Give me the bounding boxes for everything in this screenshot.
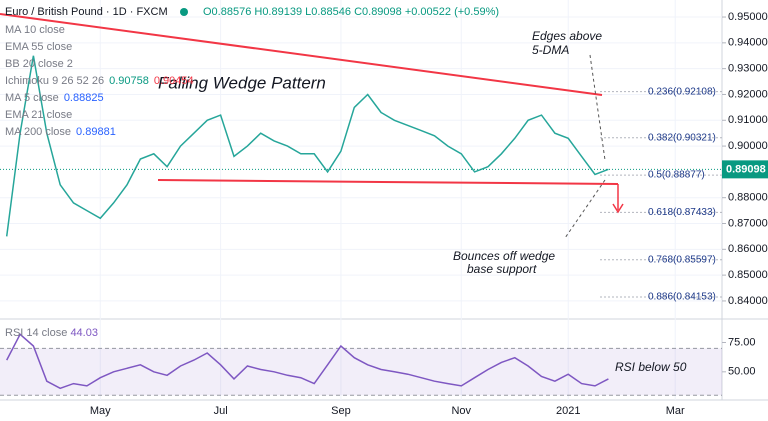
note-edges-1: Edges above [532, 29, 602, 43]
indicator-legend: BB 20 close 2 [5, 58, 73, 70]
note-edges-2: 5-DMA [532, 43, 569, 57]
indicator-name: MA 5 close [5, 92, 59, 104]
grid [0, 0, 722, 400]
indicator-name: MA 10 close [5, 24, 65, 36]
y-tick-label: 50.00 [728, 366, 756, 378]
rsi-legend: RSI 14 close 44.03 [5, 327, 98, 339]
fib-label: 0.236(0.92108) [648, 86, 716, 97]
x-tick-label: Sep [331, 405, 351, 417]
indicator-value: 0.88825 [64, 92, 104, 104]
x-tick-label: Nov [451, 405, 471, 417]
note-rsi: RSI below 50 [615, 360, 687, 374]
market-status [180, 8, 188, 16]
fib-label: 0.886(0.84153) [648, 292, 716, 303]
indicator-legend: EMA 21 close [5, 109, 72, 121]
x-tick-label: May [90, 405, 111, 417]
note-bounce-2: base support [467, 262, 537, 276]
marks [0, 55, 722, 390]
y-tick-label: 0.88000 [728, 192, 768, 204]
y-tick-label: 0.87000 [728, 217, 768, 229]
note-bounce-1: Bounces off wedge [453, 249, 555, 263]
indicator-value: 0.90758 [109, 75, 149, 87]
fib-label: 0.382(0.90321) [648, 132, 716, 143]
wedge-upper-line [0, 13, 603, 96]
rsi-name: RSI 14 close [5, 327, 67, 339]
x-tick-label: Mar [666, 405, 685, 417]
y-tick-label: 0.85000 [728, 269, 768, 281]
series-line [6, 333, 609, 390]
x-tick-label: 2021 [556, 405, 580, 417]
indicator-value: 0.90454 [154, 75, 194, 87]
indicator-legend: MA 5 close 0.88825 [5, 92, 104, 104]
y-tick-label: 0.94000 [728, 37, 768, 49]
indicator-name: EMA 55 close [5, 41, 72, 53]
y-tick-label: 0.95000 [728, 11, 768, 23]
symbol-title: Euro / British Pound · 1D · FXCM [5, 6, 168, 18]
pattern-title: Falling Wedge Pattern [158, 73, 326, 92]
ohlc: O0.88576 H0.89139 L0.88546 C0.89098 +0.0… [203, 6, 499, 18]
indicator-name: Ichimoku 9 26 52 26 [5, 75, 104, 87]
x-tick-label: Jul [214, 405, 228, 417]
y-tick-label: 0.90000 [728, 140, 768, 152]
fib-label: 0.5(0.88877) [648, 170, 705, 181]
fib-label: 0.768(0.85597) [648, 254, 716, 265]
indicator-name: BB 20 close 2 [5, 58, 73, 70]
y-tick-label: 0.92000 [728, 88, 768, 100]
last-price-label: 0.89098 [726, 163, 766, 175]
indicator-legend: Ichimoku 9 26 52 26 0.90758 0.90454 [5, 75, 194, 87]
indicator-name: EMA 21 close [5, 109, 72, 121]
fib-label: 0.618(0.87433) [648, 207, 716, 218]
indicator-name: MA 200 close [5, 126, 71, 138]
y-tick-label: 0.93000 [728, 63, 768, 75]
last-price-box [722, 160, 768, 179]
rsi-value: 44.03 [70, 327, 98, 339]
series-line [5, 55, 609, 237]
y-tick-label: 75.00 [728, 336, 756, 348]
wedge-lower-line [157, 179, 619, 185]
indicator-value: 0.89881 [76, 126, 116, 138]
indicator-legend: EMA 55 close [5, 41, 72, 53]
down-arrow-head [612, 203, 624, 214]
y-tick-label: 0.91000 [728, 114, 768, 126]
y-tick-label: 0.86000 [728, 243, 768, 255]
rsi-band [0, 348, 722, 396]
indicator-legend: MA 200 close 0.89881 [5, 126, 116, 138]
indicator-legend: MA 10 close [5, 24, 65, 36]
y-tick-label: 0.84000 [728, 295, 768, 307]
